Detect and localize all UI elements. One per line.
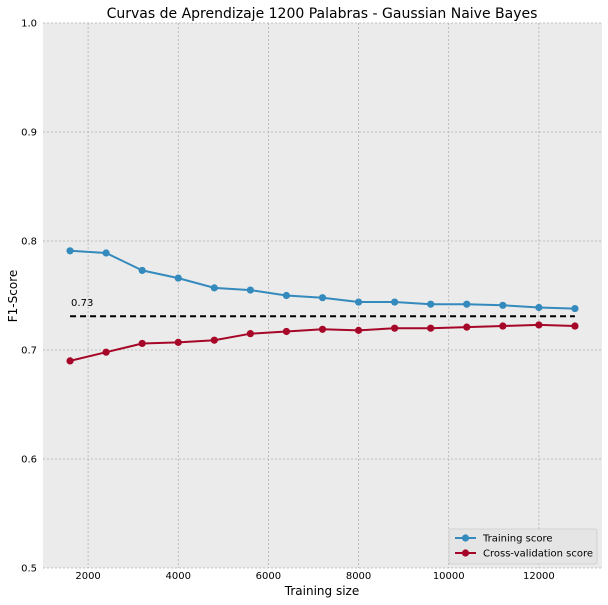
x-tick-label: 6000 <box>256 571 281 582</box>
x-axis-ticks: 2000 4000 6000 8000 10000 12000 <box>75 571 554 582</box>
data-point-training <box>282 291 291 300</box>
legend: Training score Cross-validation score <box>448 528 598 565</box>
y-axis-label: F1-Score <box>6 270 20 322</box>
reference-line-label: 0.73 <box>71 298 93 309</box>
data-point-cross-validation <box>571 322 579 330</box>
data-point-training <box>246 286 254 294</box>
data-point-cross-validation <box>354 326 363 334</box>
data-point-cross-validation <box>391 324 399 332</box>
series-group <box>66 247 579 365</box>
y-tick-label: 0.8 <box>21 237 37 248</box>
y-axis-ticks: 0.5 0.6 0.7 0.8 0.9 1.0 <box>21 19 37 575</box>
data-point-cross-validation <box>174 338 182 346</box>
x-tick-label: 8000 <box>346 571 371 582</box>
data-point-training <box>318 294 327 302</box>
data-point-training <box>535 303 543 312</box>
legend-label-cv: Cross-validation score <box>483 549 593 560</box>
data-point-cross-validation <box>246 330 254 338</box>
legend-box <box>448 528 598 565</box>
x-tick-label: 4000 <box>166 571 191 582</box>
data-point-training <box>571 304 579 313</box>
data-point-training <box>138 266 146 275</box>
x-tick-label: 12000 <box>523 571 555 582</box>
x-tick-label: 2000 <box>75 571 100 582</box>
chart-title: Curvas de Aprendizaje 1200 Palabras - Ga… <box>107 6 538 22</box>
y-tick-label: 0.6 <box>21 455 37 466</box>
data-point-training <box>499 301 507 309</box>
y-tick-label: 0.5 <box>21 564 37 575</box>
data-point-training <box>210 284 218 292</box>
legend-label-training: Training score <box>482 534 553 545</box>
data-point-cross-validation <box>138 339 146 348</box>
data-point-cross-validation <box>210 336 218 344</box>
data-point-training <box>427 300 435 308</box>
data-point-cross-validation <box>427 324 435 332</box>
data-point-training <box>391 298 399 306</box>
y-tick-label: 1.0 <box>21 19 37 30</box>
x-axis-label: Training size <box>284 584 359 598</box>
data-point-cross-validation <box>318 325 327 333</box>
y-tick-label: 0.9 <box>21 128 37 139</box>
data-point-cross-validation <box>535 321 543 329</box>
data-point-training <box>463 300 471 308</box>
data-point-training <box>354 298 363 306</box>
reference-line: 0.73 <box>70 298 575 318</box>
y-tick-label: 0.7 <box>21 346 37 357</box>
grid <box>43 22 602 569</box>
data-point-cross-validation <box>282 327 291 336</box>
data-point-training <box>174 274 182 282</box>
data-point-training <box>66 247 74 255</box>
data-point-cross-validation <box>102 348 110 356</box>
data-point-training <box>102 249 110 257</box>
data-point-cross-validation <box>66 357 74 365</box>
x-tick-label: 10000 <box>433 571 465 582</box>
data-point-cross-validation <box>499 322 507 330</box>
legend-marker-cv <box>461 549 470 557</box>
data-point-cross-validation <box>463 323 471 331</box>
legend-marker-training <box>461 534 470 542</box>
